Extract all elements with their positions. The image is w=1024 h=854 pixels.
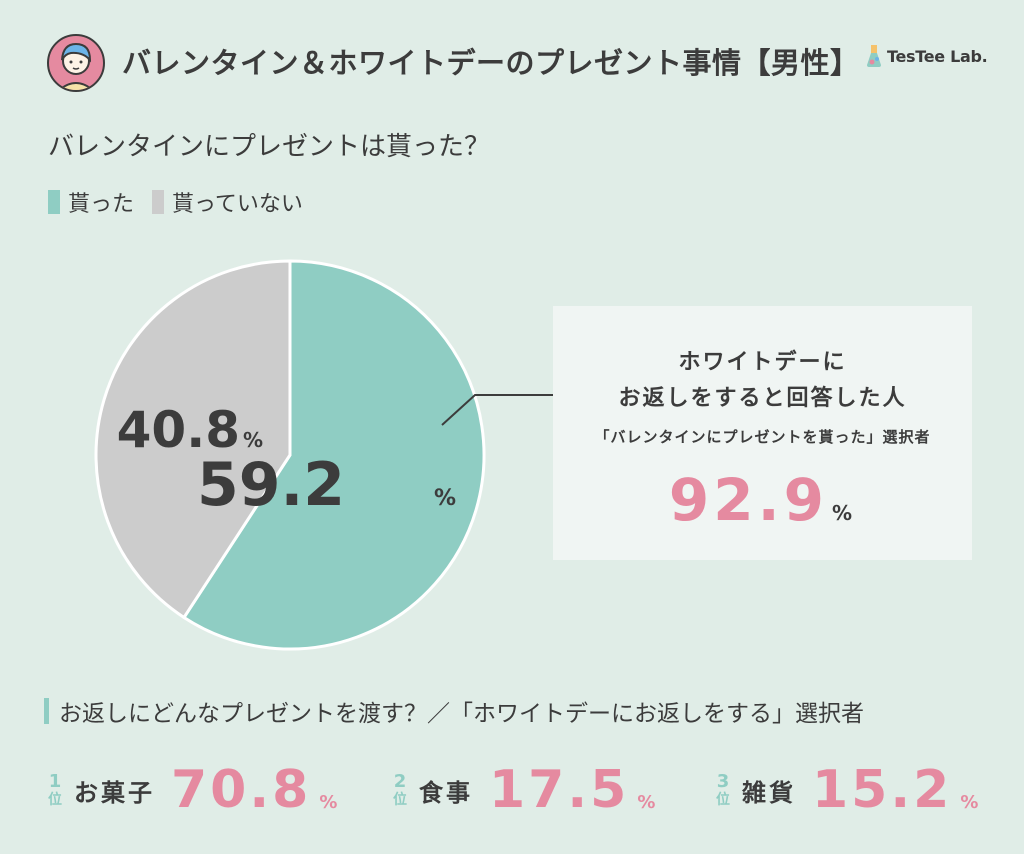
legend-item-not-received: 貰っていない bbox=[152, 186, 303, 218]
rank-number: 1 bbox=[48, 771, 62, 792]
rank-number: 3 bbox=[716, 771, 730, 792]
callout-value-unit: % bbox=[832, 501, 857, 525]
legend: 貰った 貰っていない bbox=[48, 186, 321, 218]
rank-label: 食事 bbox=[419, 778, 473, 807]
callout-box: ホワイトデーに お返しをすると回答した人 「バレンタインにプレゼントを貰った」選… bbox=[553, 306, 972, 560]
pie-label-not-received-value: 40.8 bbox=[117, 401, 240, 459]
callout-line-1: ホワイトデーに bbox=[678, 350, 847, 375]
returns-heading-text: お返しにどんなプレゼントを渡す？／「ホワイトデーにお返しをする」選択者 bbox=[59, 701, 864, 727]
rank-value-unit: % bbox=[960, 791, 979, 813]
rank-label: お菓子 bbox=[74, 778, 155, 807]
callout-value-number: 92.9 bbox=[668, 466, 829, 534]
callout-connector bbox=[441, 394, 555, 426]
pie-label-received-unit: % bbox=[434, 486, 456, 511]
man-avatar-icon bbox=[47, 34, 105, 92]
brand-name: TesTee Lab. bbox=[887, 46, 988, 66]
heading-accent-bar bbox=[44, 698, 49, 724]
legend-swatch-not-received bbox=[152, 190, 165, 214]
pie-slice-received bbox=[181, 259, 486, 651]
rank-value-unit: % bbox=[637, 791, 656, 813]
legend-label-received: 貰った bbox=[68, 192, 135, 217]
pie-slice-not-received bbox=[94, 259, 292, 620]
rank-value: 17.5 bbox=[489, 760, 630, 820]
rank-value-unit: % bbox=[319, 791, 338, 813]
callout-line-3: 「バレンタインにプレゼントを貰った」選択者 bbox=[594, 428, 931, 446]
question-text: バレンタインにプレゼントは貰った？ bbox=[48, 132, 491, 162]
page-title: バレンタイン＆ホワイトデーのプレゼント事情【男性】 bbox=[122, 46, 860, 80]
rank-unit: 位 bbox=[48, 792, 62, 808]
avatar bbox=[47, 34, 105, 92]
callout-value: 92.9% bbox=[553, 466, 972, 534]
pie-label-not-received-unit: % bbox=[243, 428, 263, 452]
pie-label-received-value: 59.2 bbox=[197, 450, 345, 520]
rank-value: 70.8 bbox=[171, 760, 312, 820]
legend-label-not-received: 貰っていない bbox=[172, 192, 303, 217]
rank-unit: 位 bbox=[393, 792, 407, 808]
rank-label: 雑貨 bbox=[742, 778, 796, 807]
pie-chart: 59.2 % 40.8 % bbox=[94, 259, 486, 651]
callout-line-2: お返しをすると回答した人 bbox=[618, 386, 907, 411]
flask-icon bbox=[867, 45, 881, 67]
brand-logo: TesTee Lab. bbox=[865, 44, 988, 68]
returns-heading: お返しにどんなプレゼントを渡す？／「ホワイトデーにお返しをする」選択者 bbox=[44, 694, 864, 728]
rank-number: 2 bbox=[393, 771, 407, 792]
legend-swatch-received bbox=[48, 190, 60, 214]
legend-item-received: 貰った bbox=[48, 186, 134, 218]
rank-unit: 位 bbox=[716, 792, 730, 808]
rank-value: 15.2 bbox=[812, 760, 953, 820]
